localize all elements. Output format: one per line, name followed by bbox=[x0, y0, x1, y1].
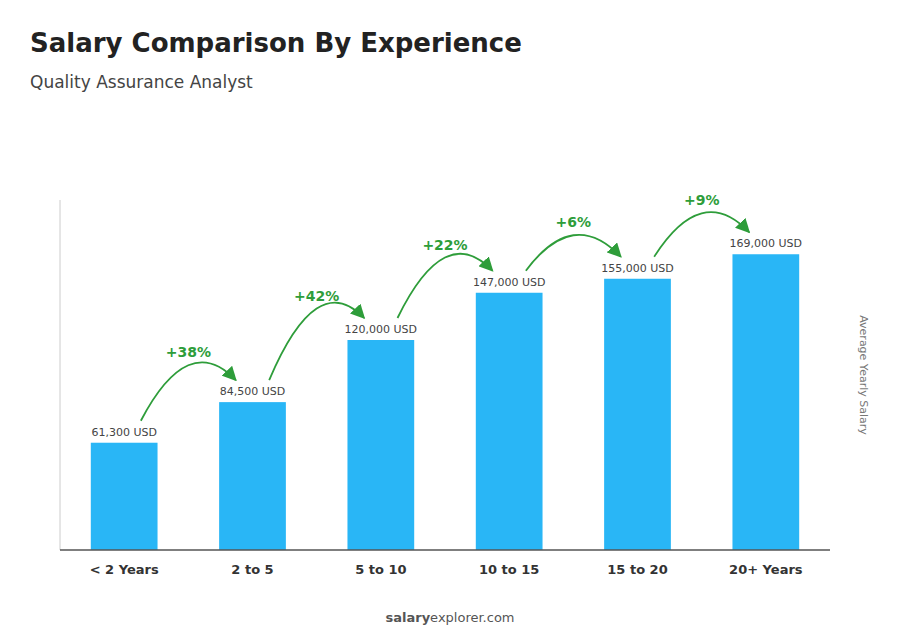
x-tick-label: 20+ Years bbox=[729, 562, 803, 577]
baseline bbox=[60, 549, 830, 551]
watermark: salaryexplorer.com bbox=[385, 610, 514, 625]
value-label: 155,000 USD bbox=[601, 262, 674, 275]
watermark-part: salary bbox=[385, 610, 430, 625]
bar bbox=[732, 254, 799, 550]
change-label: +9% bbox=[684, 192, 720, 208]
value-label: 84,500 USD bbox=[220, 385, 286, 398]
y-axis-label: Average Yearly Salary bbox=[857, 315, 870, 435]
watermark-part: explorer.com bbox=[430, 610, 514, 625]
bar bbox=[91, 443, 158, 550]
x-tick-label: 10 to 15 bbox=[479, 562, 539, 577]
x-tick-label: 5 to 10 bbox=[355, 562, 406, 577]
bar bbox=[219, 402, 286, 550]
change-arrow bbox=[398, 254, 493, 318]
bar bbox=[347, 340, 414, 550]
bar bbox=[476, 293, 543, 550]
change-arrow bbox=[269, 303, 364, 381]
change-label: +42% bbox=[294, 288, 339, 304]
subtitle: Quality Assurance Analyst bbox=[30, 72, 253, 92]
change-label: +6% bbox=[556, 214, 592, 230]
x-tick-label: < 2 Years bbox=[90, 562, 159, 577]
value-label: 147,000 USD bbox=[473, 276, 546, 289]
value-label: 169,000 USD bbox=[730, 237, 803, 250]
y-axis-line bbox=[60, 200, 61, 550]
bar bbox=[604, 279, 671, 550]
change-label: +38% bbox=[166, 344, 211, 360]
x-tick-label: 15 to 20 bbox=[607, 562, 667, 577]
change-label: +22% bbox=[422, 237, 467, 253]
value-label: 120,000 USD bbox=[345, 323, 418, 336]
value-label: 61,300 USD bbox=[91, 426, 157, 439]
title: Salary Comparison By Experience bbox=[30, 28, 522, 58]
x-tick-label: 2 to 5 bbox=[231, 562, 273, 577]
change-arrow bbox=[654, 212, 749, 257]
change-arrow bbox=[141, 362, 236, 420]
chart-root: Salary Comparison By Experience Quality A… bbox=[0, 0, 900, 641]
change-arrow bbox=[526, 235, 621, 271]
